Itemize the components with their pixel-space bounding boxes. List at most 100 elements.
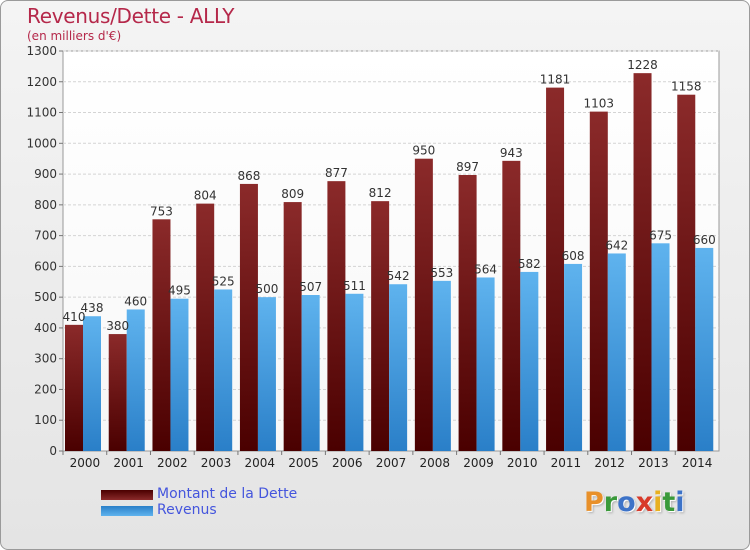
bar-revenus — [389, 284, 408, 451]
data-label-revenus: 542 — [387, 269, 410, 283]
bar-dette — [371, 201, 390, 451]
bar-dette — [108, 334, 127, 451]
data-label-revenus: 500 — [255, 282, 278, 296]
y-tick-label: 0 — [49, 444, 57, 458]
x-tick-label: 2010 — [507, 456, 538, 470]
y-tick-label: 1000 — [26, 136, 57, 150]
data-label-revenus: 642 — [605, 238, 628, 252]
y-tick-label: 400 — [34, 321, 57, 335]
chart-title: Revenus/Dette - ALLY — [27, 4, 235, 28]
data-label-revenus: 460 — [124, 294, 147, 308]
x-tick-label: 2007 — [376, 456, 407, 470]
bar-revenus — [651, 243, 670, 451]
legend-swatch-dette — [101, 490, 153, 500]
data-label-revenus: 553 — [430, 266, 453, 280]
data-label-revenus: 660 — [693, 233, 716, 247]
legend-label-revenus: Revenus — [157, 502, 217, 518]
bar-dette — [546, 87, 565, 451]
bar-revenus — [476, 277, 495, 451]
bars — [65, 73, 714, 452]
x-tick-label: 2005 — [288, 456, 319, 470]
y-tick-label: 300 — [34, 352, 57, 366]
y-tick-label: 900 — [34, 167, 57, 181]
bar-dette — [677, 94, 696, 451]
bar-revenus — [83, 316, 101, 451]
x-tick-label: 2006 — [332, 456, 363, 470]
data-label-dette: 804 — [194, 189, 217, 203]
data-label-dette: 1158 — [671, 80, 702, 94]
y-tick-label: 600 — [34, 259, 57, 273]
data-label-dette: 897 — [456, 160, 479, 174]
x-tick-label: 2000 — [70, 456, 101, 470]
y-tick-label: 100 — [34, 413, 57, 427]
bar-dette — [589, 111, 608, 451]
bar-revenus — [301, 295, 320, 451]
data-label-dette: 868 — [237, 169, 260, 183]
y-tick-label: 1200 — [26, 75, 57, 89]
x-tick-label: 2014 — [682, 456, 713, 470]
x-tick-label: 2001 — [113, 456, 144, 470]
data-label-dette: 753 — [150, 204, 173, 218]
logo-letter: o — [617, 487, 636, 518]
data-label-revenus: 582 — [518, 257, 541, 271]
y-tick-label: 1300 — [26, 44, 57, 58]
data-label-dette: 943 — [500, 146, 523, 160]
data-label-dette: 950 — [412, 144, 435, 158]
bar-revenus — [170, 298, 189, 451]
data-label-revenus: 525 — [212, 274, 235, 288]
bar-revenus — [695, 247, 714, 451]
logo-letter: r — [603, 487, 618, 518]
x-tick-label: 2008 — [419, 456, 450, 470]
data-label-dette: 380 — [106, 319, 129, 333]
bar-revenus — [257, 297, 276, 451]
bar-dette — [65, 324, 83, 451]
y-tick-label: 700 — [34, 229, 57, 243]
data-label-revenus: 675 — [649, 228, 672, 242]
data-label-dette: 1228 — [627, 58, 658, 72]
data-label-dette: 809 — [281, 187, 304, 201]
logo-letter: P — [584, 487, 604, 518]
logo-letter: t — [662, 487, 676, 518]
data-label-dette: 410 — [63, 310, 86, 324]
proxiti-logo: Proxiti — [584, 487, 685, 518]
x-tick-label: 2011 — [551, 456, 582, 470]
x-tick-label: 2002 — [157, 456, 188, 470]
bar-dette — [458, 175, 477, 451]
logo-letter: i — [653, 487, 663, 518]
bar-revenus — [345, 293, 364, 451]
y-tick-label: 1100 — [26, 106, 57, 120]
bar-revenus — [564, 263, 583, 451]
data-label-dette: 877 — [325, 166, 348, 180]
bar-dette — [152, 219, 171, 451]
bar-dette — [633, 73, 652, 452]
bar-revenus — [520, 271, 539, 451]
data-label-dette: 1103 — [584, 97, 615, 111]
data-label-revenus: 608 — [562, 249, 585, 263]
data-label-revenus: 438 — [81, 301, 104, 315]
logo-letter: i — [675, 487, 685, 518]
x-tick-label: 2012 — [594, 456, 625, 470]
bar-dette — [414, 158, 433, 451]
data-label-dette: 1181 — [540, 73, 571, 87]
y-tick-label: 200 — [34, 382, 57, 396]
data-label-revenus: 507 — [299, 280, 322, 294]
chart-subtitle: (en milliers d'€) — [27, 29, 122, 43]
y-tick-label: 500 — [34, 290, 57, 304]
data-label-revenus: 564 — [474, 262, 497, 276]
legend-swatch-revenus — [101, 506, 153, 516]
bar-revenus — [214, 289, 233, 451]
legend-label-dette: Montant de la Dette — [157, 486, 298, 502]
bar-dette — [502, 160, 521, 451]
x-tick-label: 2003 — [201, 456, 232, 470]
x-axis-ticks: 2000 2001 2002 2003 2004 2005 2006 2007 2008 2009… — [62, 451, 713, 470]
bar-dette — [239, 183, 258, 451]
bar-revenus — [126, 309, 145, 451]
bar-dette — [283, 202, 302, 451]
bar-dette — [327, 181, 346, 451]
bar-dette — [196, 203, 215, 451]
data-label-dette: 812 — [369, 186, 392, 200]
x-tick-label: 2013 — [638, 456, 669, 470]
